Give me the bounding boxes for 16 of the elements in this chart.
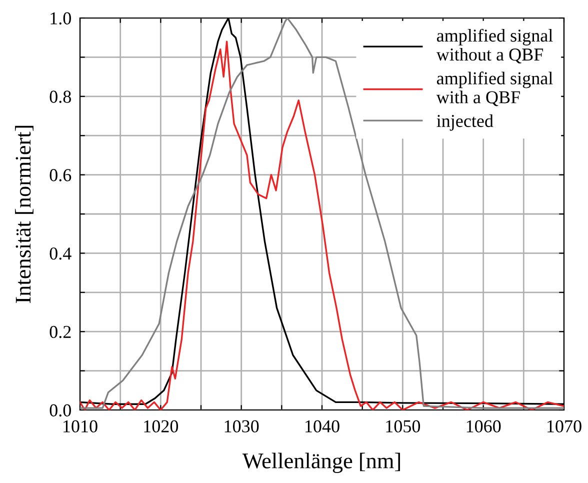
- y-tick-label: 0.2: [50, 326, 71, 338]
- y-axis-title: Intensität [normiert]: [15, 126, 34, 303]
- x-tick-label: 1060: [466, 420, 501, 432]
- x-tick-label: 1010: [64, 420, 98, 432]
- x-tick-label: 1050: [386, 420, 420, 432]
- y-tick-label: 0.0: [50, 404, 71, 417]
- x-axis-title: Wellenlänge [nm]: [242, 452, 400, 473]
- x-tick-label: 1030: [224, 420, 259, 432]
- y-tick-label: 0.4: [50, 247, 72, 260]
- x-tick-label: 1040: [306, 420, 340, 432]
- y-tick-label: 0.6: [50, 169, 72, 182]
- x-tick-label: 1020: [144, 420, 178, 432]
- y-tick-label: 1.0: [50, 12, 71, 25]
- legend-label: injected: [436, 114, 494, 131]
- x-tick-label: 1070: [548, 420, 582, 432]
- y-tick-label: 0.8: [50, 90, 71, 103]
